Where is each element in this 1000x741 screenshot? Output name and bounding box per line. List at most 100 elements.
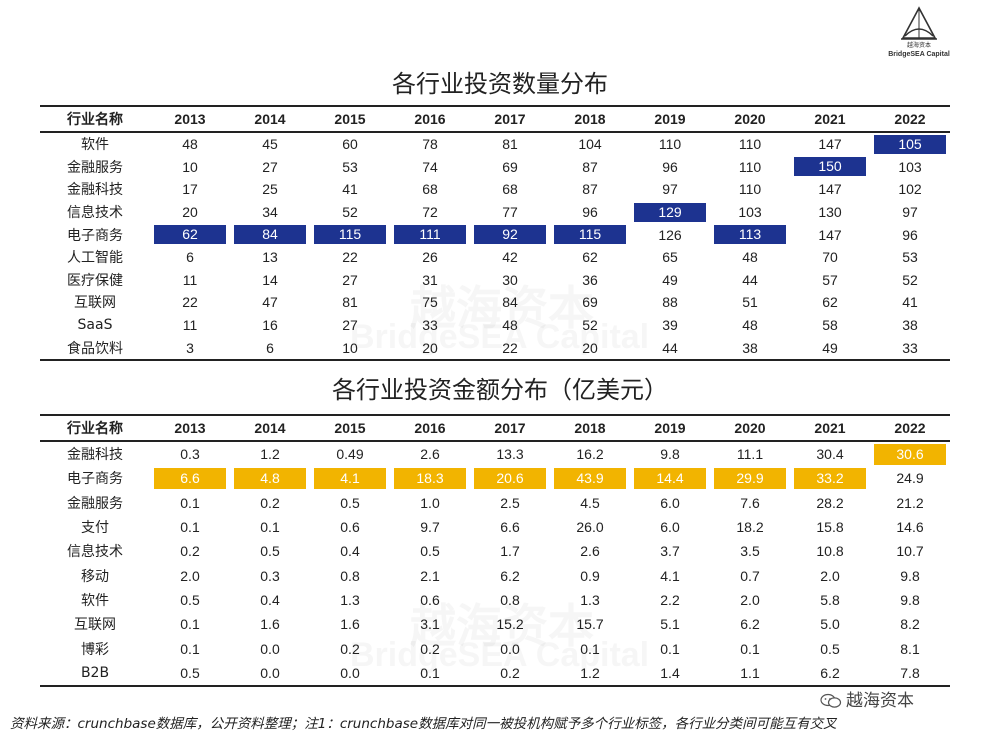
value-cell: 52 — [582, 317, 598, 334]
value-cell: 7.8 — [900, 664, 920, 681]
header-year: 2019 — [654, 111, 686, 127]
value-cell: 26.0 — [576, 519, 604, 536]
highlighted-value-cell: 111 — [390, 223, 470, 246]
value-cell: 14.6 — [896, 519, 924, 536]
value-cell: 2.6 — [580, 543, 600, 560]
value-cell: 0.1 — [260, 519, 280, 536]
value-cell: 22 — [342, 249, 358, 266]
header-year: 2020 — [734, 420, 766, 436]
value-cell: 6.2 — [500, 567, 520, 584]
value-cell: 52 — [342, 204, 358, 221]
industry-name-cell: 金融服务 — [67, 159, 123, 176]
table-row: SaaS 11 16 27 33 48 52 39 48 58 38 — [40, 314, 950, 337]
value-cell: 2.0 — [180, 567, 200, 584]
industry-name-cell: 支付 — [81, 520, 109, 537]
industry-name-cell: 金融科技 — [67, 447, 123, 464]
value-cell: 0.6 — [420, 591, 440, 608]
value-cell: 53 — [342, 158, 358, 175]
value-cell: 69 — [502, 158, 518, 175]
value-cell: 0.4 — [260, 591, 280, 608]
value-cell: 4.1 — [660, 567, 680, 584]
value-cell: 0.1 — [580, 640, 600, 657]
value-cell: 81 — [502, 136, 518, 153]
header-year: 2019 — [654, 420, 686, 436]
value-cell: 15.2 — [496, 616, 524, 633]
value-cell: 14 — [262, 271, 278, 288]
highlighted-value-cell: 62 — [150, 223, 230, 246]
value-cell: 52 — [902, 271, 918, 288]
value-cell: 2.6 — [420, 446, 440, 463]
bridge-logo-icon — [901, 6, 937, 40]
industry-name-cell: 电子商务 — [67, 471, 123, 488]
value-cell: 58 — [822, 317, 838, 334]
value-cell: 30.4 — [816, 446, 844, 463]
table-row: 博彩 0.1 0.0 0.2 0.2 0.0 0.1 0.1 0.1 0.5 8.1 — [40, 636, 950, 660]
header-year: 2018 — [574, 420, 606, 436]
value-cell: 103 — [738, 204, 762, 221]
value-cell: 31 — [422, 271, 438, 288]
highlighted-value-cell: 150 — [790, 156, 870, 179]
investment-amount-table: 行业名称 2013 2014 2015 2016 2017 2018 2019 … — [40, 414, 950, 687]
value-cell: 110 — [658, 136, 682, 153]
highlighted-value: 62 — [154, 225, 226, 245]
value-cell: 1.6 — [340, 616, 360, 633]
value-cell: 0.2 — [420, 640, 440, 657]
highlighted-value: 29.9 — [714, 467, 786, 489]
value-cell: 0.3 — [260, 567, 280, 584]
value-cell: 38 — [902, 317, 918, 334]
value-cell: 69 — [582, 294, 598, 311]
value-cell: 1.2 — [260, 446, 280, 463]
value-cell: 3.5 — [740, 543, 760, 560]
highlighted-value-cell: 105 — [870, 132, 950, 156]
value-cell: 10.7 — [896, 543, 924, 560]
value-cell: 7.6 — [740, 494, 760, 511]
value-cell: 4.5 — [580, 494, 600, 511]
value-cell: 1.3 — [580, 591, 600, 608]
value-cell: 33 — [422, 317, 438, 334]
value-cell: 39 — [662, 317, 678, 334]
highlighted-value: 115 — [554, 225, 626, 245]
value-cell: 11 — [182, 271, 198, 288]
value-cell: 6.0 — [660, 494, 680, 511]
value-cell: 0.7 — [740, 567, 760, 584]
value-cell: 41 — [342, 181, 358, 198]
header-year: 2014 — [254, 420, 286, 436]
value-cell: 0.1 — [180, 494, 200, 511]
header-year: 2021 — [814, 420, 846, 436]
table-row: 软件 0.5 0.4 1.3 0.6 0.8 1.3 2.2 2.0 5.8 9.8 — [40, 588, 950, 612]
value-cell: 5.1 — [660, 616, 680, 633]
value-cell: 0.1 — [740, 640, 760, 657]
value-cell: 130 — [818, 204, 842, 221]
value-cell: 15.8 — [816, 519, 844, 536]
value-cell: 1.7 — [500, 543, 520, 560]
value-cell: 38 — [742, 339, 758, 356]
value-cell: 5.8 — [820, 591, 840, 608]
value-cell: 104 — [578, 136, 602, 153]
highlighted-value: 30.6 — [874, 443, 946, 465]
value-cell: 9.8 — [900, 567, 920, 584]
highlighted-value-cell: 113 — [710, 223, 790, 246]
value-cell: 68 — [422, 181, 438, 198]
value-cell: 0.5 — [260, 543, 280, 560]
table-row: 互联网 22 47 81 75 84 69 88 51 62 41 — [40, 291, 950, 314]
value-cell: 6 — [186, 249, 194, 266]
value-cell: 88 — [662, 294, 678, 311]
count-table-title: 各行业投资数量分布 — [392, 70, 608, 98]
logo-name-cn: 越海资本 — [906, 42, 931, 49]
header-year: 2018 — [574, 111, 606, 127]
value-cell: 0.1 — [660, 640, 680, 657]
value-cell: 6.2 — [820, 664, 840, 681]
highlighted-value: 111 — [394, 225, 466, 245]
value-cell: 6.6 — [500, 519, 520, 536]
value-cell: 2.5 — [500, 494, 520, 511]
highlighted-value: 18.3 — [394, 467, 466, 489]
table-row: 电子商务 62 84 115 111 92 115 126 113 147 96 — [40, 223, 950, 246]
value-cell: 48 — [742, 249, 758, 266]
value-cell: 44 — [742, 271, 758, 288]
value-cell: 147 — [818, 226, 842, 243]
value-cell: 49 — [662, 271, 678, 288]
value-cell: 9.7 — [420, 519, 440, 536]
value-cell: 147 — [818, 181, 842, 198]
table-row: 信息技术 20 34 52 72 77 96 129 103 130 97 — [40, 201, 950, 224]
value-cell: 16 — [262, 317, 278, 334]
